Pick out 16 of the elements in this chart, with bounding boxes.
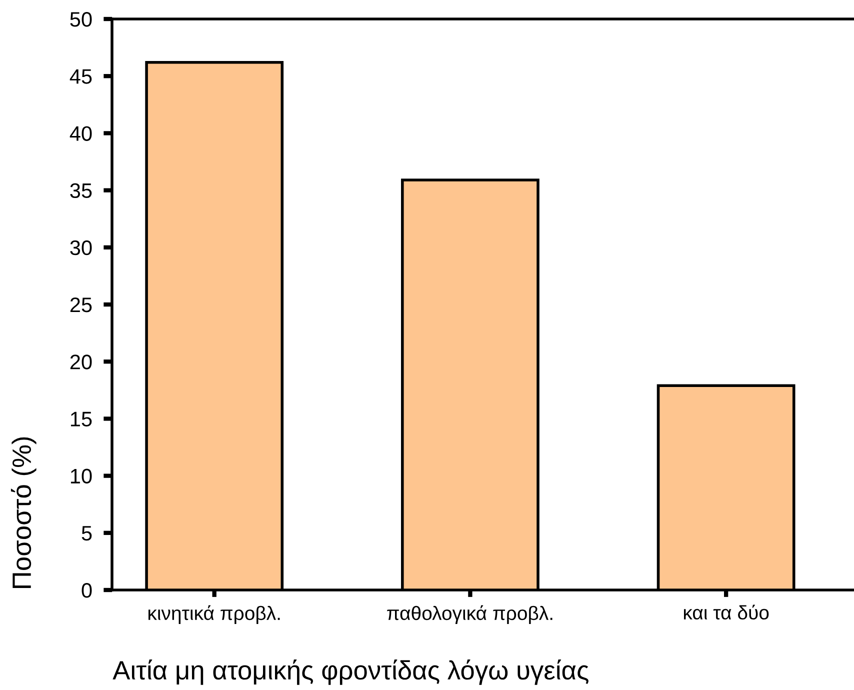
- x-axis-title: Αιτία μη ατομικής φροντίδας λόγω υγείας: [112, 660, 588, 685]
- y-tick-label: 35: [70, 183, 92, 198]
- y-tick-label: 50: [70, 12, 92, 27]
- y-tick-label: 45: [70, 69, 92, 84]
- y-tick-label: 20: [70, 354, 92, 370]
- y-tick-label: 0: [82, 583, 92, 598]
- y-tick-label: 15: [70, 412, 92, 426]
- y-tick-label: 25: [70, 298, 92, 312]
- y-tick-label: 30: [70, 240, 92, 256]
- x-tick-label: και τα δύο: [684, 604, 769, 620]
- x-tick-label: κινητικά προβλ.: [148, 605, 280, 624]
- x-tick-label: παθολογικά προβλ.: [387, 605, 552, 624]
- y-axis-title: Ποσοστό (%): [10, 437, 36, 588]
- y-tick-label: 40: [70, 126, 92, 141]
- y-tick-label: 10: [70, 468, 92, 484]
- y-tick-label: 5: [82, 526, 92, 541]
